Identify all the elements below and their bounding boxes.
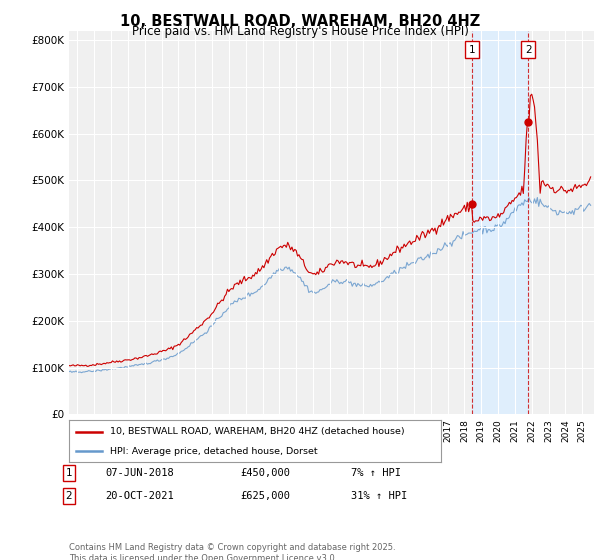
Text: HPI: Average price, detached house, Dorset: HPI: Average price, detached house, Dors… bbox=[110, 446, 317, 456]
Text: 1: 1 bbox=[65, 468, 73, 478]
Text: Price paid vs. HM Land Registry's House Price Index (HPI): Price paid vs. HM Land Registry's House … bbox=[131, 25, 469, 38]
Text: 2: 2 bbox=[65, 491, 73, 501]
Text: 10, BESTWALL ROAD, WAREHAM, BH20 4HZ: 10, BESTWALL ROAD, WAREHAM, BH20 4HZ bbox=[120, 14, 480, 29]
Bar bbox=[472, 31, 529, 414]
Text: £450,000: £450,000 bbox=[240, 468, 290, 478]
Text: Contains HM Land Registry data © Crown copyright and database right 2025.
This d: Contains HM Land Registry data © Crown c… bbox=[69, 543, 395, 560]
Text: 07-JUN-2018: 07-JUN-2018 bbox=[105, 468, 174, 478]
Text: 31% ↑ HPI: 31% ↑ HPI bbox=[351, 491, 407, 501]
Text: £625,000: £625,000 bbox=[240, 491, 290, 501]
Text: 10, BESTWALL ROAD, WAREHAM, BH20 4HZ (detached house): 10, BESTWALL ROAD, WAREHAM, BH20 4HZ (de… bbox=[110, 427, 404, 436]
Text: 20-OCT-2021: 20-OCT-2021 bbox=[105, 491, 174, 501]
Text: 7% ↑ HPI: 7% ↑ HPI bbox=[351, 468, 401, 478]
Text: 1: 1 bbox=[469, 44, 475, 54]
Text: 2: 2 bbox=[525, 44, 532, 54]
